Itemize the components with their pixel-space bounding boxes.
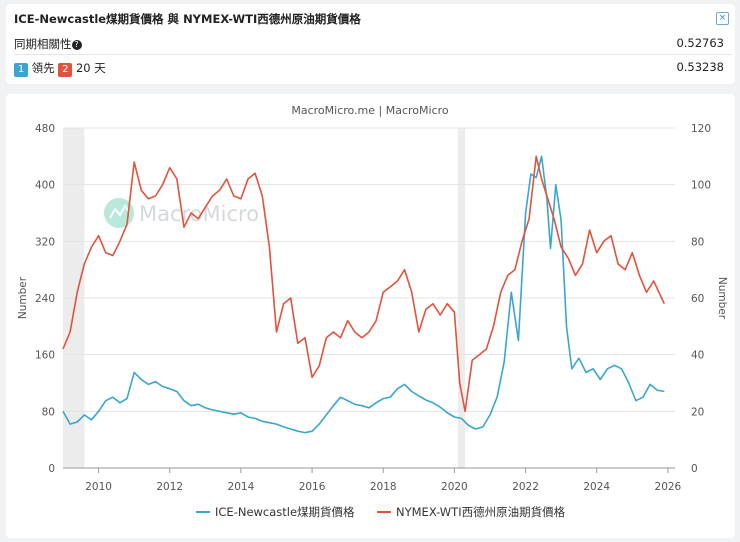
y-left-tick-label: 480 — [35, 123, 55, 135]
y-left-tick-label: 0 — [48, 463, 55, 475]
series-line-oil — [62, 155, 666, 413]
summary-card: ICE-Newcastle煤期貨價格 與 NYMEX-WTI西德州原油期貨價格 … — [6, 4, 735, 84]
watermark-text: MacroMicro — [139, 202, 259, 226]
y-right-tick-label: 100 — [691, 180, 711, 192]
lead-badge-1[interactable]: 1 — [14, 63, 28, 77]
y-left-tick-label: 400 — [35, 180, 55, 192]
series-line-coal — [62, 155, 665, 434]
y-right-tick-label: 0 — [691, 463, 698, 475]
y-right-tick-label: 20 — [691, 406, 704, 418]
watermark-logo-mark — [109, 204, 130, 219]
x-tick-label: 2026 — [655, 481, 682, 493]
x-tick-label: 2024 — [583, 481, 610, 493]
correlation-row: 同期相關性? 0.52763 — [14, 36, 732, 52]
y-right-tick-label: 40 — [691, 350, 704, 362]
x-tick-label: 2010 — [85, 481, 112, 493]
y-right-axis-label: Number — [716, 277, 728, 320]
x-tick-label: 2014 — [228, 481, 255, 493]
y-right-tick-label: 60 — [691, 293, 704, 305]
y-right-tick-label: 120 — [691, 123, 711, 135]
help-icon[interactable]: ? — [71, 40, 82, 50]
lead-value: 0.53238 — [676, 60, 724, 74]
y-left-axis-label: Number — [17, 276, 29, 319]
lead-days: 20 天 — [75, 61, 106, 75]
lead-label: 領先 — [31, 61, 55, 75]
correlation-value: 0.52763 — [676, 36, 724, 50]
close-icon[interactable]: × — [716, 12, 729, 25]
lead-badge-2[interactable]: 2 — [58, 63, 73, 77]
y-right-tick-label: 80 — [691, 236, 704, 248]
chart-card: MacroMicro 0 80 160 240 320 400 480 0 20 40 60 80 10… — [6, 94, 735, 538]
correlation-label: 同期相關性 — [14, 37, 72, 51]
y-left-tick-label: 320 — [35, 236, 55, 248]
x-tick-label: 2012 — [156, 481, 183, 493]
x-tick-label: 2018 — [370, 481, 397, 493]
line-chart: MacroMicro 0 80 160 240 320 400 480 0 20 40 60 80 10… — [17, 104, 728, 519]
chart-title: ICE-Newcastle煤期貨價格 與 NYMEX-WTI西德州原油期貨價格 — [14, 12, 361, 26]
divider — [14, 54, 732, 55]
y-left-tick-label: 80 — [42, 406, 55, 418]
y-left-tick-label: 240 — [35, 293, 55, 305]
legend-label-0: ICE-Newcastle煤期貨價格 — [215, 505, 355, 519]
chart-source-title: MacroMicro.me | MacroMicro — [291, 104, 449, 117]
y-left-tick-label: 160 — [35, 350, 55, 362]
lead-row: 1 領先 2 20 天 0.53238 — [14, 60, 732, 77]
legend-label-1: NYMEX-WTI西德州原油期貨價格 — [396, 505, 566, 519]
x-tick-label: 2022 — [512, 481, 539, 493]
x-tick-label: 2016 — [299, 481, 326, 493]
x-tick-label: 2020 — [441, 481, 468, 493]
